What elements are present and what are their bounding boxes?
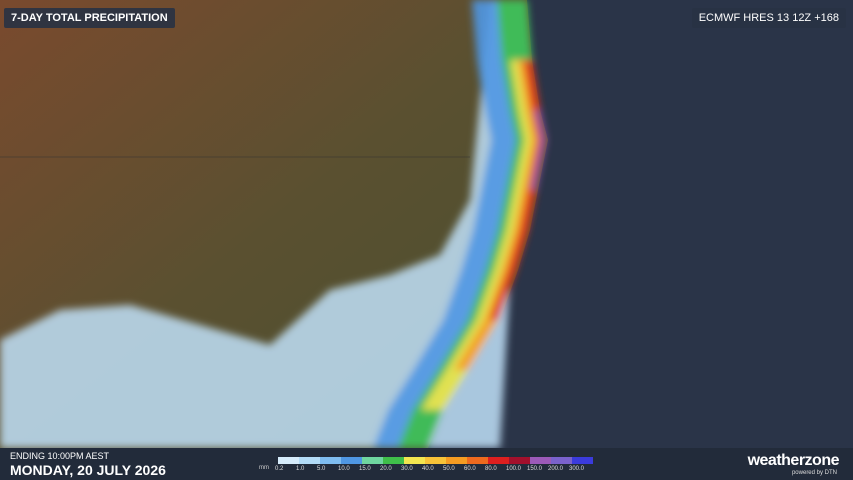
legend-swatch: 80.0 bbox=[485, 457, 509, 472]
legend-swatch: 30.0 bbox=[401, 457, 425, 472]
legend-label: 150.0 bbox=[527, 466, 543, 472]
legend-swatch: 300.0 bbox=[569, 457, 593, 472]
legend: 0.2 1.0 5.0 10.0 15.0 20.0 30.0 40.0 50.0 60.0 80.… bbox=[275, 457, 593, 472]
legend-swatch: 60.0 bbox=[464, 457, 488, 472]
legend-swatch: 100.0 bbox=[506, 457, 530, 472]
precipitation bbox=[0, 0, 546, 448]
legend-label: 5.0 bbox=[317, 466, 326, 472]
legend-swatch: 10.0 bbox=[338, 457, 362, 472]
legend-label: 300.0 bbox=[569, 466, 585, 472]
legend-swatch: 20.0 bbox=[380, 457, 404, 472]
legend-label: 200.0 bbox=[548, 466, 564, 472]
legend-swatch: 0.2 bbox=[275, 457, 299, 472]
legend-swatch: 150.0 bbox=[527, 457, 551, 472]
legend-swatch: 40.0 bbox=[422, 457, 446, 472]
legend-label: 40.0 bbox=[422, 466, 434, 472]
legend-swatch: 15.0 bbox=[359, 457, 383, 472]
legend-swatch: 50.0 bbox=[443, 457, 467, 472]
rain-area bbox=[530, 110, 546, 190]
legend-label: 10.0 bbox=[338, 466, 350, 472]
legend-swatch: 200.0 bbox=[548, 457, 572, 472]
rain-area bbox=[0, 0, 527, 448]
legend-label: 15.0 bbox=[359, 466, 371, 472]
legend-label: 80.0 bbox=[485, 466, 497, 472]
legend-swatch: 1.0 bbox=[296, 457, 320, 472]
footer: ENDING 10:00PM AEST MONDAY, 20 JULY 2026… bbox=[0, 448, 853, 480]
legend-label: 60.0 bbox=[464, 466, 476, 472]
map bbox=[0, 0, 548, 448]
legend-label: 20.0 bbox=[380, 466, 392, 472]
legend-label: 100.0 bbox=[506, 466, 522, 472]
date: MONDAY, 20 JULY 2026 bbox=[10, 462, 166, 478]
legend-swatch: 5.0 bbox=[317, 457, 341, 472]
map-title: 7-DAY TOTAL PRECIPITATION bbox=[4, 8, 175, 28]
legend-unit: mm bbox=[259, 465, 269, 471]
rain-area bbox=[373, 0, 546, 448]
legend-label: 50.0 bbox=[443, 466, 455, 472]
brand: weatherzone bbox=[747, 452, 840, 469]
legend-label: 30.0 bbox=[401, 466, 413, 472]
brand-sub: powered by DTN bbox=[791, 470, 837, 476]
legend-label: 1.0 bbox=[296, 466, 305, 472]
model-label: ECMWF HRES 13 12Z +168 bbox=[691, 8, 846, 28]
ending-time: ENDING 10:00PM AEST bbox=[10, 451, 110, 461]
legend-label: 0.2 bbox=[275, 466, 284, 472]
